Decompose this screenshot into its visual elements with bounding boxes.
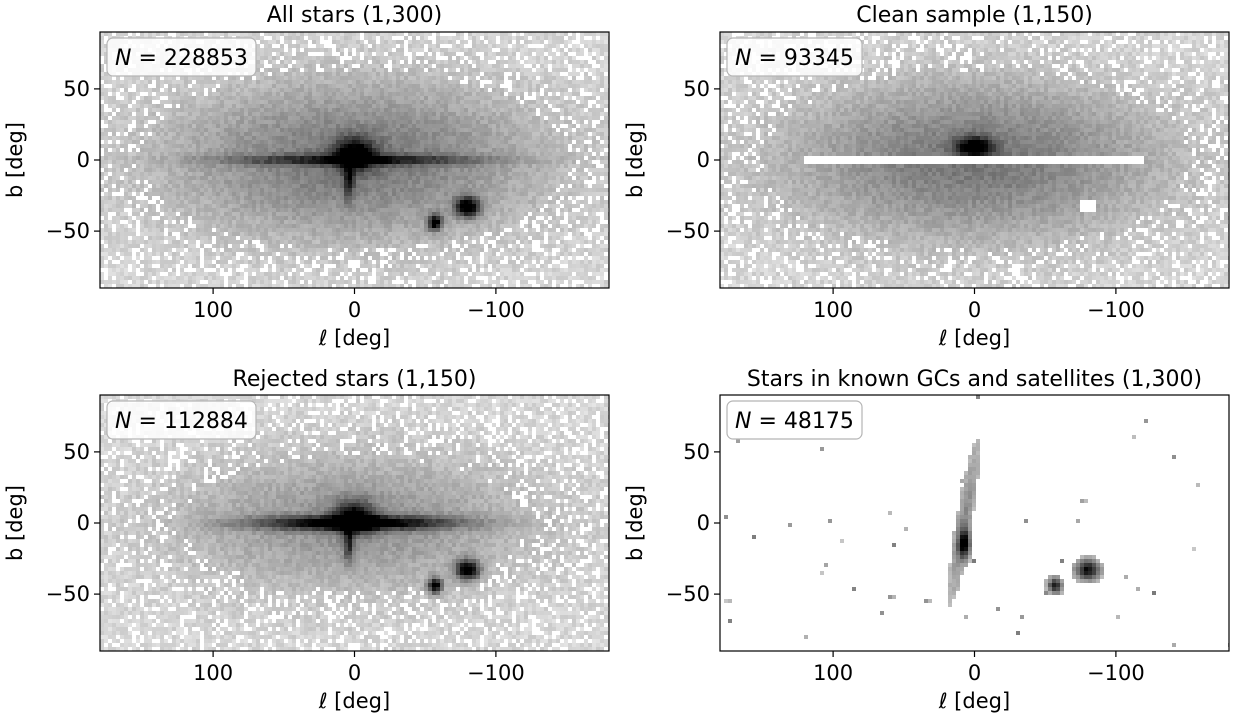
x-tick-label: −100 — [1087, 298, 1145, 322]
x-tick-label: 100 — [813, 661, 853, 685]
y-tick-label: −50 — [46, 582, 90, 606]
chart-title: Rejected stars (1,150) — [233, 367, 477, 392]
x-tick-label: 0 — [348, 298, 361, 322]
y-tick-label: 0 — [77, 511, 90, 535]
y-tick-label: 0 — [77, 148, 90, 172]
n-count-label: N = 228853 — [115, 46, 248, 71]
chart-panel-4: Stars in known GCs and satellites (1,300… — [623, 367, 1232, 713]
n-count-label: N = 48175 — [735, 409, 854, 434]
n-count-label: N = 93345 — [735, 46, 854, 71]
x-axis-label: ℓ [deg] — [938, 689, 1010, 713]
y-tick-label: 50 — [683, 77, 710, 101]
x-axis-label: ℓ [deg] — [938, 326, 1010, 350]
y-tick-label: −50 — [46, 219, 90, 243]
x-tick-label: 100 — [813, 298, 853, 322]
x-axis-label: ℓ [deg] — [318, 689, 390, 713]
chart-panel-1: All stars (1,300) 100 0 −100 50 0 −50 ℓ [deg] b … — [3, 3, 612, 350]
x-tick-label: 0 — [348, 661, 361, 685]
chart-panel-3: Rejected stars (1,150) 100 0 −100 50 0 −50 ℓ [d… — [3, 367, 612, 713]
y-tick-label: 50 — [63, 440, 90, 464]
x-tick-label: −100 — [467, 661, 525, 685]
y-tick-label: −50 — [666, 582, 710, 606]
y-axis-label: b [deg] — [3, 485, 27, 561]
x-axis-label: ℓ [deg] — [318, 326, 390, 350]
chart-panel-2: Clean sample (1,150) 100 0 −100 50 0 −50 ℓ [deg… — [623, 3, 1232, 350]
y-axis-label: b [deg] — [3, 122, 27, 198]
x-tick-label: −100 — [467, 298, 525, 322]
x-tick-label: −100 — [1087, 661, 1145, 685]
y-tick-label: 50 — [683, 440, 710, 464]
x-tick-label: 0 — [968, 661, 981, 685]
chart-title: Clean sample (1,150) — [856, 3, 1093, 28]
n-count-label: N = 112884 — [115, 409, 248, 434]
y-tick-label: 50 — [63, 77, 90, 101]
x-tick-label: 100 — [193, 298, 233, 322]
chart-title: Stars in known GCs and satellites (1,300… — [747, 367, 1202, 392]
x-tick-label: 0 — [968, 298, 981, 322]
chart-title: All stars (1,300) — [267, 3, 442, 28]
y-axis-label: b [deg] — [623, 485, 647, 561]
y-tick-label: 0 — [697, 511, 710, 535]
y-tick-label: 0 — [697, 148, 710, 172]
y-axis-label: b [deg] — [623, 122, 647, 198]
y-tick-label: −50 — [666, 219, 710, 243]
x-tick-label: 100 — [193, 661, 233, 685]
